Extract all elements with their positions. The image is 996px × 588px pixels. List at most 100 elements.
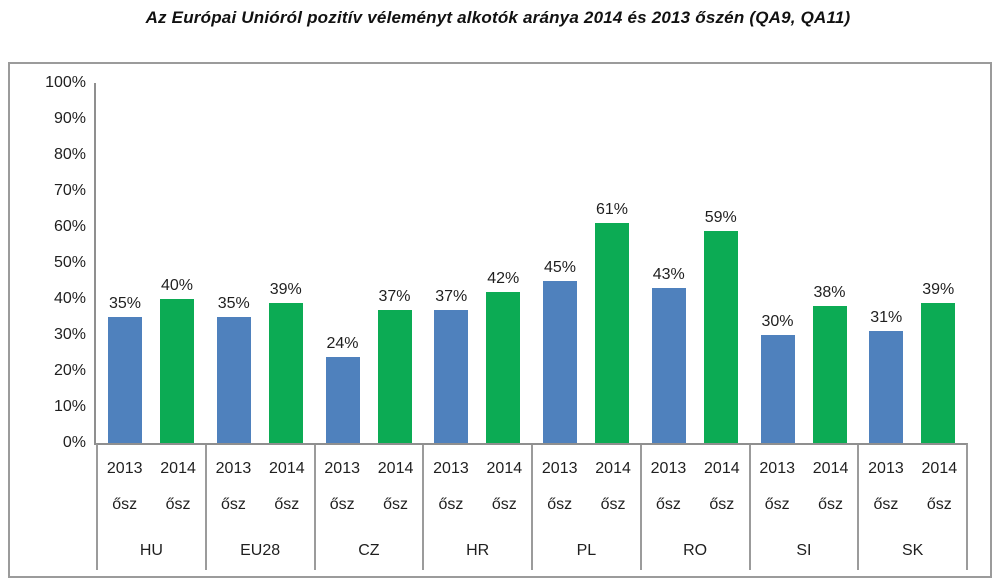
bar-SI-2013: 30% <box>760 313 795 443</box>
bar-value-label: 38% <box>813 284 846 302</box>
bar-HU-2013: 35% <box>108 295 142 443</box>
year-labels-row: 2013 2014 <box>424 458 531 482</box>
bar-EU28-2014: 39% <box>268 281 303 443</box>
chart-title: Az Európai Unióról pozitív véleményt alk… <box>145 8 851 27</box>
bar-group-SK: 31% 39% <box>857 83 966 443</box>
country-label-SI: SI <box>796 542 812 559</box>
y-axis-tick-label: 80% <box>53 146 86 163</box>
year-labels-row: 2013 2014 <box>533 458 640 482</box>
year-labels-row: 2013 2014 <box>751 458 858 482</box>
y-axis-tick-label: 40% <box>53 290 86 307</box>
bar-value-label: 35% <box>108 295 142 312</box>
bar-value-label: 59% <box>704 208 737 226</box>
bar-value-label: 37% <box>435 287 468 305</box>
bar-group-PL: 45% 61% <box>531 83 640 443</box>
bar-PL-2014: 61% <box>595 201 629 443</box>
bar-EU28-2013: 35% <box>216 295 251 443</box>
year-label: 2014 <box>486 460 523 477</box>
bar-value-label: 37% <box>378 287 411 305</box>
year-label: 2014 <box>160 460 196 477</box>
x-axis-labels: 2013 2014 ősz ősz HU 2013 2014 ősz ősz EU28 2013 20… <box>96 443 968 570</box>
bar-HR-2013: 37% <box>434 288 469 443</box>
bar-value-label: 35% <box>217 295 250 312</box>
year-labels-row: 2013 2014 <box>316 458 423 482</box>
season-labels-row: ősz ősz <box>207 494 314 516</box>
season-label: ősz <box>438 496 464 513</box>
bar-value-label: 43% <box>652 266 685 284</box>
bar-group-SI: 30% 38% <box>749 83 858 443</box>
bar-value-label: 40% <box>160 277 194 294</box>
year-label: 2013 <box>324 460 360 477</box>
season-label: ősz <box>329 496 355 513</box>
season-label: ősz <box>764 496 790 513</box>
bar-CZ-2014: 37% <box>377 288 412 443</box>
y-axis-tick-label: 100% <box>45 74 86 91</box>
year-labels-row: 2013 2014 <box>642 458 749 482</box>
season-labels-row: ősz ősz <box>316 494 423 516</box>
bar-CZ-2013: 24% <box>325 335 360 443</box>
bar-group-HU: 35% 40% <box>96 83 205 443</box>
bar-value-label: 45% <box>543 259 577 276</box>
season-label: ősz <box>165 496 191 513</box>
bar-value-label: 24% <box>326 334 359 352</box>
country-label-PL: PL <box>576 542 597 559</box>
bar-group-EU28: 35% 39% <box>205 83 314 443</box>
year-label: 2014 <box>704 460 740 477</box>
country-label-SK: SK <box>901 542 924 559</box>
season-label: ősz <box>873 496 899 513</box>
season-label: ősz <box>600 496 626 513</box>
bar-value-label: 61% <box>595 201 629 219</box>
y-axis-tick-label: 60% <box>53 218 86 235</box>
bar-SK-2013: 31% <box>869 309 904 443</box>
country-label-HR: HR <box>466 542 490 559</box>
season-labels-row: ősz ősz <box>751 494 858 516</box>
season-label: ősz <box>383 496 409 513</box>
bar-value-label: 31% <box>870 309 903 327</box>
year-labels-row: 2013 2014 <box>98 458 205 482</box>
season-label: ősz <box>274 496 300 513</box>
season-labels-row: ősz ősz <box>642 494 749 516</box>
bar-PL-2013: 45% <box>543 259 577 443</box>
x-axis-cell-EU28: 2013 2014 ősz ősz EU28 <box>207 445 316 570</box>
y-axis-tick-label: 10% <box>53 398 86 415</box>
season-label: ősz <box>547 496 573 513</box>
bar-value-label: 39% <box>269 280 302 298</box>
season-labels-row: ősz ősz <box>98 494 205 516</box>
year-label: 2014 <box>812 460 849 477</box>
season-labels-row: ősz ősz <box>424 494 531 516</box>
bar-group-CZ: 24% 37% <box>314 83 423 443</box>
year-label: 2014 <box>595 460 631 477</box>
year-label: 2013 <box>650 460 687 477</box>
x-axis-cell-SI: 2013 2014 ősz ősz SI <box>751 445 860 570</box>
y-axis-tick-label: 70% <box>53 182 86 199</box>
season-labels-row: ősz ősz <box>533 494 640 516</box>
x-axis-cell-CZ: 2013 2014 ősz ősz CZ <box>316 445 425 570</box>
x-axis-cell-PL: 2013 2014 ősz ősz PL <box>533 445 642 570</box>
plot-area: 35% 40% 35% 39% 24% 37% 37% 42% 45% 61% 43% 59% 30% 3… <box>96 83 966 443</box>
year-labels-row: 2013 2014 <box>859 458 966 482</box>
bar-RO-2014: 59% <box>703 209 738 443</box>
bar-SI-2014: 38% <box>812 284 847 443</box>
season-label: ősz <box>491 496 517 513</box>
year-label: 2013 <box>868 460 904 477</box>
year-label: 2014 <box>921 460 958 477</box>
y-axis-tick-label: 50% <box>53 254 86 271</box>
bar-HR-2014: 42% <box>486 270 521 443</box>
bar-group-HR: 37% 42% <box>422 83 531 443</box>
y-axis-tick-label: 0% <box>62 434 86 451</box>
year-labels-row: 2013 2014 <box>207 458 314 482</box>
year-label: 2014 <box>269 460 305 477</box>
x-axis-cell-SK: 2013 2014 ősz ősz SK <box>859 445 966 570</box>
y-axis-tick-label: 20% <box>53 362 86 379</box>
year-label: 2013 <box>541 460 578 477</box>
year-label: 2013 <box>759 460 795 477</box>
y-axis-tick-label: 30% <box>53 326 86 343</box>
bar-value-label: 42% <box>487 269 520 287</box>
season-label: ősz <box>220 496 246 513</box>
year-label: 2014 <box>377 460 414 477</box>
country-label-RO: RO <box>683 542 708 559</box>
year-label: 2013 <box>106 460 143 477</box>
chart-plot-border: 100% 90% 80% 70% 60% 50% 40% 30% 20% 10% 0% 35% 40%… <box>8 62 992 578</box>
season-label: ősz <box>655 496 681 513</box>
